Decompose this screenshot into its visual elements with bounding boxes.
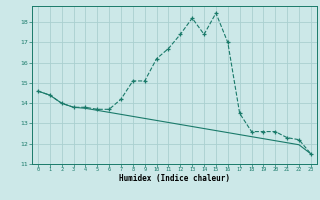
X-axis label: Humidex (Indice chaleur): Humidex (Indice chaleur) <box>119 174 230 183</box>
